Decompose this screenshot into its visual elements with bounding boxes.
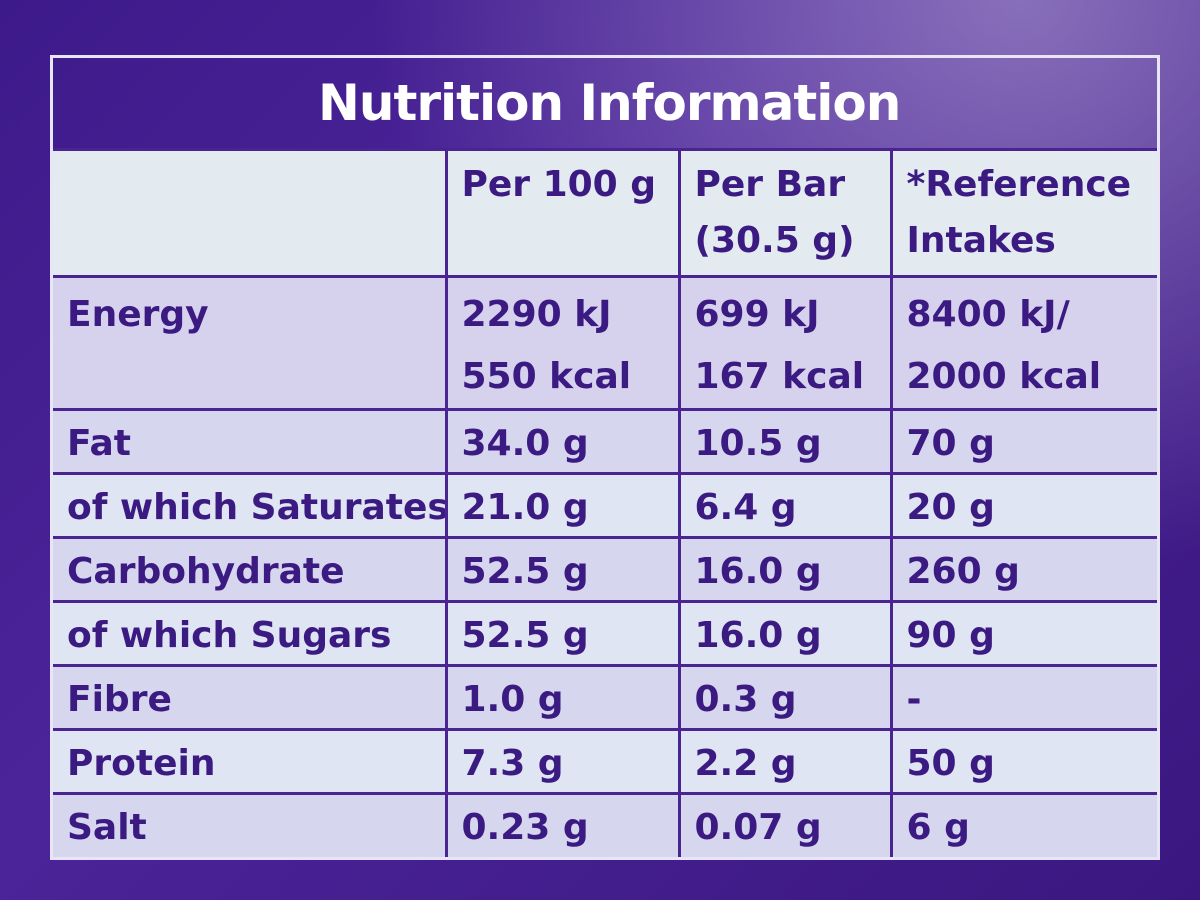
row-per-bar: 2.2 g	[677, 728, 893, 795]
row-per-bar: 6.4 g	[677, 472, 893, 539]
row-per-100g: 52.5 g	[444, 536, 681, 603]
row-per-bar: 0.3 g	[677, 664, 893, 731]
row-ref: 70 g	[889, 408, 1157, 475]
energy-ref: 8400 kJ/2000 kcal	[889, 275, 1157, 411]
row-per-100g: 34.0 g	[444, 408, 681, 475]
row-per-bar: 10.5 g	[677, 408, 893, 475]
header-per-bar-line1: Per Bar	[694, 164, 846, 205]
row-per-100g: 52.5 g	[444, 600, 681, 667]
energy-per-100g-kj: 2290 kJ	[461, 294, 612, 335]
row-per-100g: 0.23 g	[444, 792, 681, 857]
row-ref: 20 g	[889, 472, 1157, 539]
header-ref-line2: Intakes	[906, 220, 1056, 261]
header-per-bar: Per Bar (30.5 g)	[677, 148, 893, 278]
energy-per-100g-kcal: 550 kcal	[461, 356, 632, 397]
table-row: Carbohydrate 52.5 g 16.0 g 260 g	[53, 536, 1157, 603]
row-ref: 90 g	[889, 600, 1157, 667]
header-empty-cell	[53, 148, 448, 278]
row-per-bar: 16.0 g	[677, 536, 893, 603]
row-label: Fibre	[53, 664, 448, 731]
energy-per-bar-kcal: 167 kcal	[694, 356, 865, 397]
row-ref: 50 g	[889, 728, 1157, 795]
nutrition-table: Per 100 g Per Bar (30.5 g) *Reference Inta…	[53, 148, 1157, 857]
header-per-100g: Per 100 g	[444, 148, 681, 278]
nutrition-panel: Nutrition Information Per 100 g Per Bar (…	[50, 55, 1160, 860]
row-label: Fat	[53, 408, 448, 475]
title-bar: Nutrition Information	[53, 58, 1157, 148]
energy-per-100g: 2290 kJ 550 kcal	[444, 275, 681, 411]
table-row: Fibre 1.0 g 0.3 g -	[53, 664, 1157, 731]
table-row: of which Saturates 21.0 g 6.4 g 20 g	[53, 472, 1157, 539]
energy-ref-kj: 8400 kJ/	[906, 294, 1070, 335]
row-per-100g: 21.0 g	[444, 472, 681, 539]
row-per-bar: 16.0 g	[677, 600, 893, 667]
energy-per-bar-kj: 699 kJ	[694, 294, 820, 335]
row-label: Carbohydrate	[53, 536, 448, 603]
row-per-bar: 0.07 g	[677, 792, 893, 857]
energy-ref-kcal: 2000 kcal	[906, 356, 1102, 397]
row-ref: 6 g	[889, 792, 1157, 857]
header-reference-intakes: *Reference Intakes	[889, 148, 1157, 278]
row-ref: -	[889, 664, 1157, 731]
energy-row: Energy 2290 kJ 550 kcal 699 kJ 167 kcal 84…	[53, 275, 1157, 411]
row-label: of which Saturates	[53, 472, 448, 539]
header-per-100g-label: Per 100 g	[461, 164, 657, 205]
table-row: Salt 0.23 g 0.07 g 6 g	[53, 792, 1157, 857]
row-per-100g: 1.0 g	[444, 664, 681, 731]
row-label: Protein	[53, 728, 448, 795]
energy-label: Energy	[53, 275, 448, 411]
row-per-100g: 7.3 g	[444, 728, 681, 795]
table-row: Protein 7.3 g 2.2 g 50 g	[53, 728, 1157, 795]
header-ref-line1: *Reference	[906, 164, 1132, 205]
table-row: of which Sugars 52.5 g 16.0 g 90 g	[53, 600, 1157, 667]
table-row: Fat 34.0 g 10.5 g 70 g	[53, 408, 1157, 475]
header-per-bar-line2: (30.5 g)	[694, 220, 855, 261]
row-ref: 260 g	[889, 536, 1157, 603]
header-row: Per 100 g Per Bar (30.5 g) *Reference Inta…	[53, 148, 1157, 278]
nutrition-title: Nutrition Information	[318, 74, 901, 132]
row-label: Salt	[53, 792, 448, 857]
row-label: of which Sugars	[53, 600, 448, 667]
energy-per-bar: 699 kJ 167 kcal	[677, 275, 893, 411]
